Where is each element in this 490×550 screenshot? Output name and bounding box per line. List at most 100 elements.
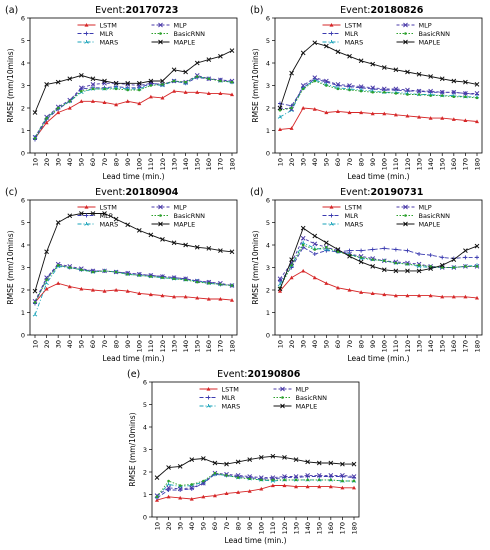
data-point	[278, 289, 282, 293]
data-point	[271, 478, 275, 482]
data-point	[474, 243, 480, 249]
data-point	[475, 265, 479, 268]
series-mlp	[154, 470, 357, 498]
data-point	[102, 289, 107, 293]
data-point	[282, 474, 287, 479]
x-tick-label: 40	[188, 522, 196, 530]
x-tick-label: 100	[381, 158, 389, 170]
legend-mlr: MLR	[322, 212, 359, 220]
series-lstm	[33, 281, 234, 304]
data-point	[335, 109, 340, 113]
data-point	[161, 83, 164, 86]
data-point	[290, 263, 293, 267]
data-point	[136, 228, 142, 233]
data-point	[428, 74, 433, 79]
data-point	[183, 242, 188, 248]
data-point	[382, 90, 386, 94]
data-point	[335, 49, 341, 55]
data-point	[464, 265, 467, 268]
series-mlr	[33, 75, 234, 142]
x-tick-label: 150	[194, 158, 202, 170]
data-point	[277, 115, 283, 119]
data-point	[336, 250, 340, 254]
data-point	[171, 67, 177, 73]
data-point	[451, 89, 457, 95]
legend-maple: MAPLE	[396, 220, 441, 228]
x-tick-label: 30	[54, 158, 62, 166]
x-tick-label: 180	[228, 340, 236, 352]
data-point	[347, 83, 352, 88]
data-point	[189, 497, 194, 501]
data-point	[452, 266, 456, 269]
legend-mlr: MLR	[199, 394, 236, 402]
x-tick-label: 150	[316, 522, 324, 534]
data-point	[328, 473, 334, 478]
data-point	[148, 78, 154, 84]
y-axis-label: RMSE (mm/10mins)	[251, 230, 260, 304]
legend-basicrnn: BasicRNN	[151, 212, 205, 220]
data-point	[166, 488, 171, 492]
data-point	[183, 69, 188, 75]
data-point	[439, 76, 445, 82]
data-point	[381, 267, 387, 273]
x-axis-label: Lead time (min.)	[102, 172, 164, 181]
data-point	[405, 293, 410, 298]
y-tick-label: 3	[21, 82, 25, 90]
legend-label: BasicRNN	[296, 394, 328, 402]
x-tick-label: 60	[334, 158, 342, 166]
data-point	[463, 91, 468, 96]
data-point	[405, 113, 410, 118]
data-point	[312, 252, 317, 256]
series-line	[156, 472, 355, 496]
legend-marker	[403, 221, 408, 227]
data-point	[393, 112, 398, 117]
data-point	[178, 484, 182, 487]
data-point	[313, 79, 317, 83]
data-point	[382, 259, 386, 263]
x-tick-label: 130	[170, 158, 178, 170]
panel-label: (d)	[250, 187, 263, 198]
data-point	[417, 93, 421, 96]
y-tick-label: 6	[21, 196, 25, 204]
x-tick-label: 70	[223, 522, 231, 530]
data-point	[32, 288, 38, 294]
x-tick-label: 120	[404, 158, 412, 170]
data-point	[474, 82, 480, 87]
legend-label: MAPLE	[419, 220, 441, 228]
data-point	[347, 253, 352, 259]
data-point	[183, 90, 188, 94]
legend-label: MARS	[100, 220, 119, 228]
data-point	[463, 79, 468, 85]
data-point	[359, 89, 363, 93]
data-point	[148, 94, 153, 99]
series-line	[279, 227, 478, 290]
data-point	[258, 475, 264, 480]
series-basicrnn	[33, 263, 234, 304]
data-point	[44, 281, 49, 286]
data-point	[313, 248, 317, 251]
y-tick-label: 5	[266, 219, 270, 227]
plot-frame	[29, 17, 238, 154]
data-point	[405, 87, 410, 93]
data-point	[474, 91, 480, 96]
x-tick-label: 170	[217, 340, 225, 352]
data-point	[278, 279, 282, 283]
data-point	[102, 78, 107, 84]
legend-label: MLP	[174, 21, 187, 29]
series-line	[34, 76, 233, 139]
data-point	[166, 494, 171, 499]
series-line	[34, 50, 233, 113]
data-point	[155, 498, 159, 502]
data-point	[155, 495, 159, 499]
x-tick-label: 20	[43, 340, 51, 348]
data-point	[56, 106, 60, 110]
x-tick-label: 180	[473, 158, 481, 170]
series-mlr	[278, 245, 479, 283]
x-tick-label: 150	[194, 340, 202, 352]
data-point	[125, 222, 131, 228]
data-point	[218, 91, 223, 95]
legend-label: MAPLE	[296, 402, 318, 410]
series-line	[34, 282, 233, 303]
data-point	[428, 253, 433, 258]
data-point	[207, 281, 211, 285]
